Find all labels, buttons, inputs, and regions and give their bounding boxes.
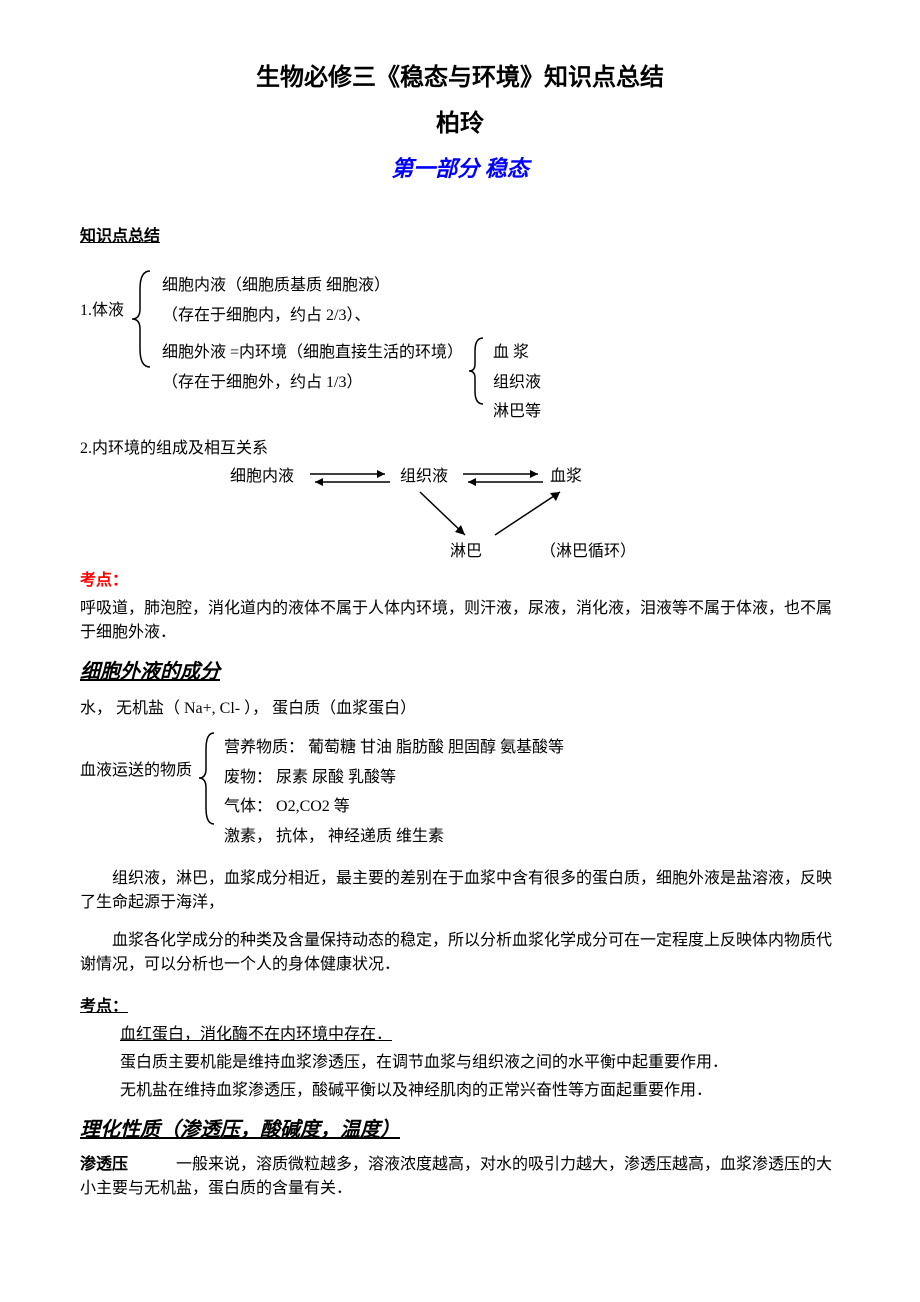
body-fluid-row1a: 细胞内液（细胞质基质 细胞液） (162, 273, 541, 299)
blood-r4: 激素， 抗体， 神经递质 维生素 (224, 824, 564, 850)
body-fluid-row1b: （存在于细胞内，约占 2/3）、 (162, 303, 541, 329)
kaodian2-p2: 蛋白质主要机能是维持血浆渗透压，在调节血浆与组织液之间的水平衡中起重要作用． (80, 1051, 840, 1075)
arrow-down-right-icon (415, 487, 475, 542)
kaodian1-text: 呼吸道，肺泡腔，消化道内的液体不属于人体内环境，则汗液，尿液，消化液，泪液等不属… (80, 597, 840, 645)
diagram-node-tissuefluid: 组织液 (400, 465, 448, 489)
kaodian2-label: 考点： (80, 998, 128, 1015)
comp-p1: 组织液，淋巴，血浆成分相近，最主要的差别在于血浆中含有很多的蛋白质，细胞外液是盐… (80, 867, 840, 915)
arrow-double-icon (305, 468, 395, 488)
blood-r2: 废物： 尿素 尿酸 乳酸等 (224, 765, 564, 791)
blood-transport-block: 血液运送的物质 营养物质： 葡萄糖 甘油 脂肪酸 胆固醇 氨基酸等 废物： 尿素… (80, 731, 840, 853)
body-fluid-sub1: 血 浆 (493, 340, 541, 366)
diagram-node-cellfluid: 细胞内液 (230, 465, 294, 489)
inner-env-heading: 2.内环境的组成及相互关系 (80, 437, 840, 461)
diagram-node-lymph: 淋巴 (450, 540, 482, 564)
brace-right-icon (463, 336, 493, 415)
osmotic-text: 一般来说，溶质微粒越多，溶液浓度越高，对水的吸引力越大，渗透压越高，血浆渗透压的… (80, 1156, 832, 1197)
osmotic-line: 渗透压 一般来说，溶质微粒越多，溶液浓度越高，对水的吸引力越大，渗透压越高，血浆… (80, 1153, 840, 1201)
body-fluid-label: 1.体液 (80, 269, 124, 323)
section-heading-physprop: 理化性质（渗透压，酸碱度，温度） (80, 1115, 840, 1145)
page-title: 生物必修三《稳态与环境》知识点总结 (80, 60, 840, 96)
inner-env-diagram: 细胞内液 组织液 血浆 淋巴 （淋巴循环） (80, 465, 840, 565)
comp-p2: 血浆各化学成分的种类及含量保持动态的稳定，所以分析血浆化学成分可在一定程度上反映… (80, 929, 840, 977)
brace-icon (192, 731, 224, 834)
part-title: 第一部分 稳态 (80, 152, 840, 185)
body-fluid-row2b: （存在于细胞外，约占 1/3） (162, 370, 463, 396)
body-fluid-sub2: 组织液 (493, 370, 541, 396)
diagram-node-lymph-cycle: （淋巴循环） (540, 540, 636, 564)
diagram-node-plasma: 血浆 (550, 465, 582, 489)
author-name: 柏玲 (80, 106, 840, 142)
composition-line: 水， 无机盐（ Na+, Cl- ）， 蛋白质（血浆蛋白） (80, 697, 840, 721)
body-fluid-block: 1.体液 细胞内液（细胞质基质 细胞液） （存在于细胞内，约占 2/3）、 细胞… (80, 269, 840, 429)
body-fluid-sub3: 淋巴等 (493, 399, 541, 425)
kaodian2-p3: 无机盐在维持血浆渗透压，酸碱平衡以及神经肌肉的正常兴奋性等方面起重要作用． (80, 1079, 840, 1103)
blood-label: 血液运送的物质 (80, 731, 192, 783)
blood-r1: 营养物质： 葡萄糖 甘油 脂肪酸 胆固醇 氨基酸等 (224, 735, 564, 761)
kaodian-label: 考点： (80, 572, 128, 589)
osmotic-label: 渗透压 (80, 1156, 128, 1173)
section-heading-composition: 细胞外液的成分 (80, 657, 840, 687)
arrow-up-right-icon (490, 487, 570, 542)
arrow-double-icon (458, 468, 548, 488)
brace-left-icon (124, 269, 162, 377)
body-fluid-row2a: 细胞外液 =内环境（细胞直接生活的环境） (162, 340, 463, 366)
kaodian2-u: 血红蛋白，消化酶不在内环境中存在． (120, 1026, 392, 1043)
blood-r3: 气体： O2,CO2 等 (224, 794, 564, 820)
section-heading-knowledge: 知识点总结 (80, 225, 840, 249)
